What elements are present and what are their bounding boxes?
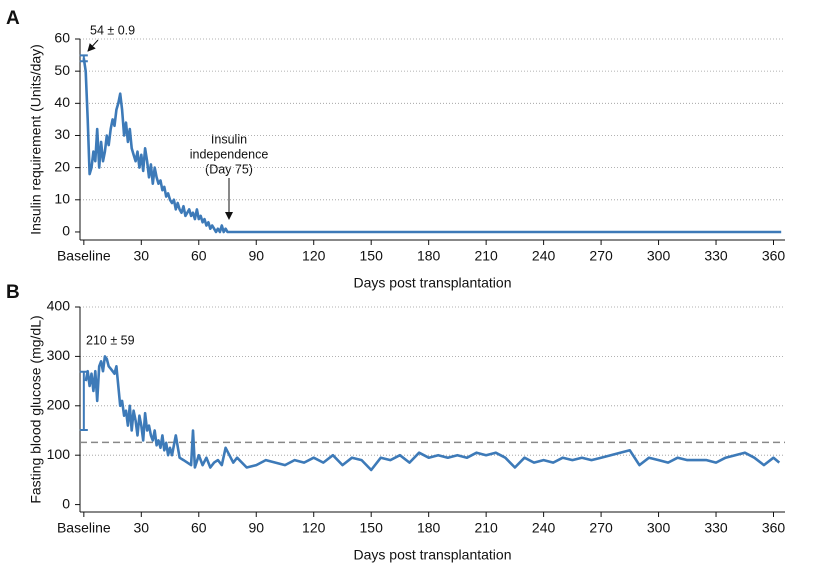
error-label: 54 ± 0.9 xyxy=(90,23,135,37)
x-tick-label: 150 xyxy=(360,520,384,536)
x-axis-title: Days post transplantation xyxy=(354,275,512,291)
y-tick-label: 20 xyxy=(54,158,70,174)
y-tick-label: 200 xyxy=(47,396,71,412)
x-tick-label: 300 xyxy=(647,248,671,264)
annotation: independence xyxy=(190,147,269,161)
x-tick-label: 330 xyxy=(704,520,728,536)
data-line xyxy=(82,58,782,234)
x-tick-label: 240 xyxy=(532,248,556,264)
y-tick-label: 40 xyxy=(54,94,70,110)
error-bar xyxy=(79,370,88,431)
x-tick-label: 180 xyxy=(417,248,441,264)
x-tick-label: 120 xyxy=(302,248,326,264)
y-tick-label: 30 xyxy=(54,126,70,142)
y-tick-label: 300 xyxy=(47,347,71,363)
x-tick-label: 300 xyxy=(647,520,671,536)
y-axis-title: Fasting blood glucose (mg/dL) xyxy=(28,315,44,503)
y-tick-label: 0 xyxy=(62,495,70,511)
data-line xyxy=(84,355,781,472)
x-tick-label: 120 xyxy=(302,520,326,536)
x-tick-label: 360 xyxy=(762,248,786,264)
x-tick-label: 150 xyxy=(360,248,384,264)
x-tick-label: 210 xyxy=(474,520,498,536)
y-tick-label: 400 xyxy=(47,298,71,314)
x-tick-label: Baseline xyxy=(57,520,111,536)
x-tick-label: 60 xyxy=(191,248,207,264)
y-tick-label: 50 xyxy=(54,62,70,78)
arrow xyxy=(87,39,99,52)
y-axis-title: Insulin requirement (Units/day) xyxy=(28,44,44,235)
x-tick-label: 270 xyxy=(589,248,613,264)
y-tick-label: 10 xyxy=(54,191,70,207)
x-tick-label: 90 xyxy=(248,248,264,264)
x-axis-title: Days post transplantation xyxy=(354,547,512,563)
x-tick-label: 330 xyxy=(704,248,728,264)
x-tick-label: 60 xyxy=(191,520,207,536)
annotation: Insulin xyxy=(211,132,247,146)
y-tick-label: 100 xyxy=(47,446,71,462)
x-tick-label: 180 xyxy=(417,520,441,536)
x-tick-label: 240 xyxy=(532,520,556,536)
x-tick-label: 30 xyxy=(134,520,150,536)
x-tick-label: 90 xyxy=(248,520,264,536)
error-bar xyxy=(79,54,88,63)
x-tick-label: Baseline xyxy=(57,248,111,264)
x-tick-label: 30 xyxy=(134,248,150,264)
error-label: 210 ± 59 xyxy=(86,333,135,347)
y-tick-label: 0 xyxy=(62,223,70,239)
x-tick-label: 270 xyxy=(589,520,613,536)
annotation: (Day 75) xyxy=(205,162,253,176)
y-tick-label: 60 xyxy=(54,30,70,46)
x-tick-label: 210 xyxy=(474,248,498,264)
x-tick-label: 360 xyxy=(762,520,786,536)
panel-label: A xyxy=(6,8,20,29)
panel-label: B xyxy=(6,282,20,303)
